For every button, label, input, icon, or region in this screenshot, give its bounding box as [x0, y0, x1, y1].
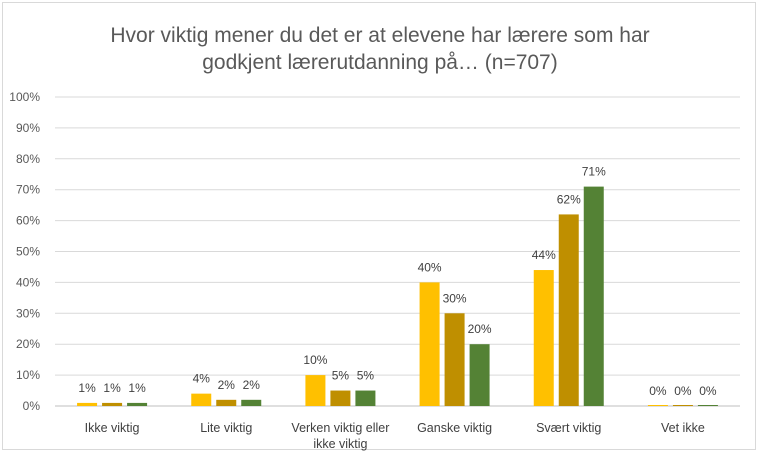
- y-tick-label: 100%: [9, 90, 40, 104]
- bar: [419, 282, 440, 406]
- y-tick-label: 50%: [16, 245, 40, 259]
- data-label: 71%: [582, 165, 606, 179]
- data-label: 30%: [443, 291, 467, 305]
- x-category-label: ikke viktig: [313, 437, 367, 451]
- x-category-label: Vet ikke: [661, 421, 705, 435]
- bar: [305, 375, 326, 406]
- data-label: 20%: [468, 322, 492, 336]
- x-category-label: Svært viktig: [536, 421, 601, 435]
- data-label: 2%: [218, 378, 236, 392]
- bar: [127, 402, 148, 406]
- y-tick-label: 40%: [16, 275, 40, 289]
- y-tick-label: 10%: [16, 368, 40, 382]
- data-label: 10%: [303, 353, 327, 367]
- chart-title-line-2: godkjent lærerutdanning på… (n=707): [202, 51, 558, 74]
- data-label: 40%: [418, 260, 442, 274]
- bar: [697, 405, 718, 406]
- bar: [355, 390, 376, 406]
- x-category-label: Ganske viktig: [417, 421, 492, 435]
- x-category-label: Verken viktig eller: [291, 421, 389, 435]
- bar: [77, 402, 98, 406]
- bar: [102, 402, 123, 406]
- data-label: 44%: [532, 248, 556, 262]
- y-tick-label: 80%: [16, 152, 40, 166]
- data-label: 1%: [78, 381, 96, 395]
- bar: [241, 399, 262, 406]
- data-label: 0%: [699, 384, 717, 398]
- x-category-label: Lite viktig: [200, 421, 252, 435]
- y-tick-label: 0%: [23, 399, 41, 413]
- bar: [191, 393, 212, 406]
- data-label: 4%: [193, 372, 211, 386]
- y-tick-label: 70%: [16, 183, 40, 197]
- y-tick-label: 60%: [16, 214, 40, 228]
- data-label: 2%: [243, 378, 261, 392]
- bar: [533, 270, 554, 406]
- data-label: 0%: [649, 384, 667, 398]
- bar: [469, 344, 490, 406]
- data-label: 62%: [557, 192, 581, 206]
- bar: [444, 313, 465, 406]
- y-tick-label: 90%: [16, 121, 40, 135]
- data-label: 5%: [332, 369, 350, 383]
- y-tick-label: 20%: [16, 337, 40, 351]
- data-label: 5%: [357, 369, 375, 383]
- data-label: 1%: [103, 381, 121, 395]
- bar: [558, 214, 579, 406]
- bar: [647, 405, 668, 406]
- data-label: 0%: [674, 384, 692, 398]
- bar: [583, 186, 604, 406]
- bar: [216, 399, 237, 406]
- bar: [330, 390, 351, 406]
- chart-title: Hvor viktig mener du det er at elevene h…: [0, 22, 760, 76]
- bar: [672, 405, 693, 406]
- chart-title-line-1: Hvor viktig mener du det er at elevene h…: [110, 24, 650, 47]
- data-label: 1%: [128, 381, 146, 395]
- y-tick-label: 30%: [16, 306, 40, 320]
- x-category-label: Ikke viktig: [85, 421, 140, 435]
